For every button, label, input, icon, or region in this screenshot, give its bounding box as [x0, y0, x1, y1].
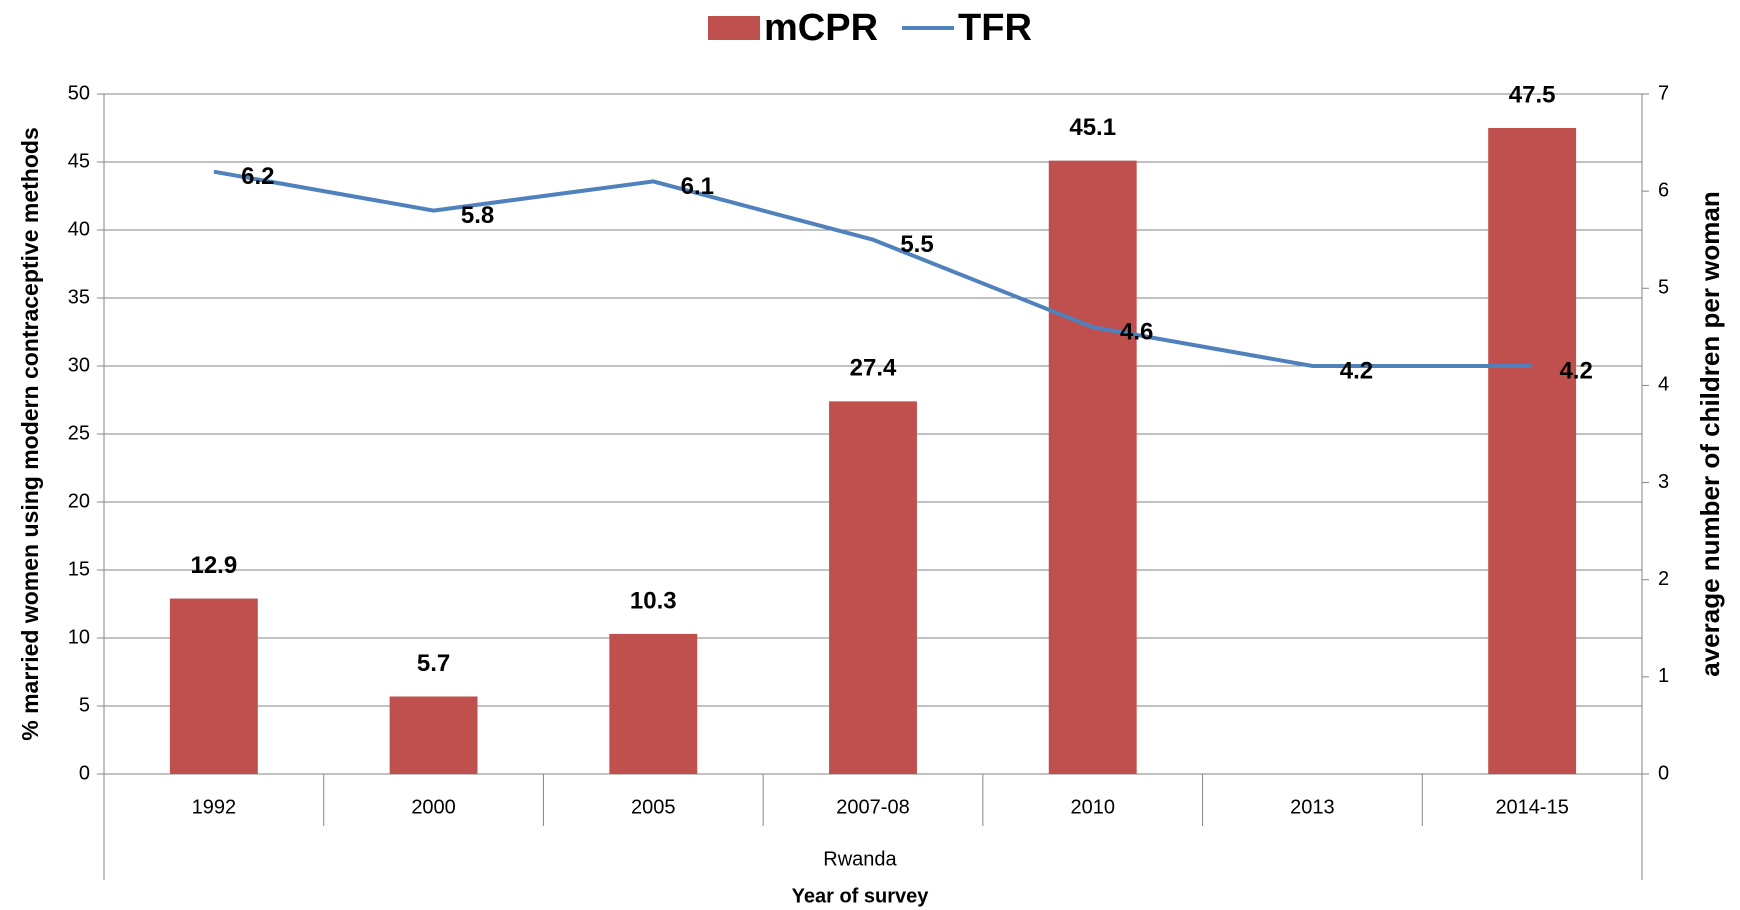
legend-swatch	[708, 16, 760, 40]
y2-tick-label: 2	[1658, 568, 1669, 590]
x-tick-label: 2010	[1070, 796, 1115, 818]
x-axis-title: Year of survey	[792, 885, 930, 907]
bar	[169, 598, 258, 774]
y2-tick-label: 1	[1658, 665, 1669, 687]
bar	[389, 696, 478, 774]
y-tick-label: 10	[68, 626, 90, 648]
line	[213, 169, 1533, 368]
x-tick-label: 1992	[192, 796, 237, 818]
legend-label: TFR	[958, 7, 1032, 49]
y2-tick-label: 4	[1658, 374, 1669, 396]
data-label: 5.8	[461, 202, 494, 229]
y2-tick-label: 3	[1658, 471, 1669, 493]
data-label: 4.6	[1120, 318, 1153, 345]
y-axis-title: % married women using modern contracepti…	[17, 127, 43, 740]
data-label: 47.5	[1509, 81, 1556, 108]
y2-tick-label: 5	[1658, 277, 1669, 299]
y-tick-label: 50	[68, 82, 90, 104]
bar	[829, 401, 917, 774]
y-tick-label: 25	[68, 422, 90, 444]
data-label: 27.4	[850, 355, 897, 382]
data-label: 6.2	[241, 163, 274, 190]
y-tick-label: 30	[68, 354, 90, 376]
data-label: 5.5	[900, 231, 933, 258]
y-tick-label: 45	[68, 150, 90, 172]
bar	[1048, 160, 1137, 774]
data-label: 45.1	[1069, 114, 1116, 141]
y-tick-label: 40	[68, 218, 90, 240]
bar	[609, 633, 698, 774]
data-label: 10.3	[630, 587, 677, 614]
y-tick-label: 20	[68, 490, 90, 512]
x-tick-label: 2000	[411, 796, 456, 818]
y2-tick-label: 7	[1658, 82, 1669, 104]
y-tick-label: 0	[79, 762, 90, 784]
data-label: 12.9	[190, 552, 237, 579]
x-tick-label: 2007-08	[836, 796, 909, 818]
y-tick-label: 15	[68, 558, 90, 580]
y2-tick-label: 6	[1658, 179, 1669, 201]
y-tick-label: 5	[79, 694, 90, 716]
y2-tick-label: 0	[1658, 762, 1669, 784]
bar	[1488, 128, 1577, 774]
data-label: 5.7	[417, 650, 450, 677]
x-tick-label: 2014-15	[1495, 796, 1568, 818]
y-tick-label: 35	[68, 286, 90, 308]
data-label: 6.1	[681, 173, 714, 200]
x-tick-label: 2005	[631, 796, 676, 818]
group-label: Rwanda	[823, 848, 897, 870]
x-tick-label: 2013	[1290, 796, 1335, 818]
data-label: 4.2	[1559, 357, 1592, 384]
data-label: 4.2	[1340, 357, 1373, 384]
legend-label: mCPR	[764, 7, 878, 49]
y2-axis-title: average number of children per woman	[1695, 191, 1725, 676]
